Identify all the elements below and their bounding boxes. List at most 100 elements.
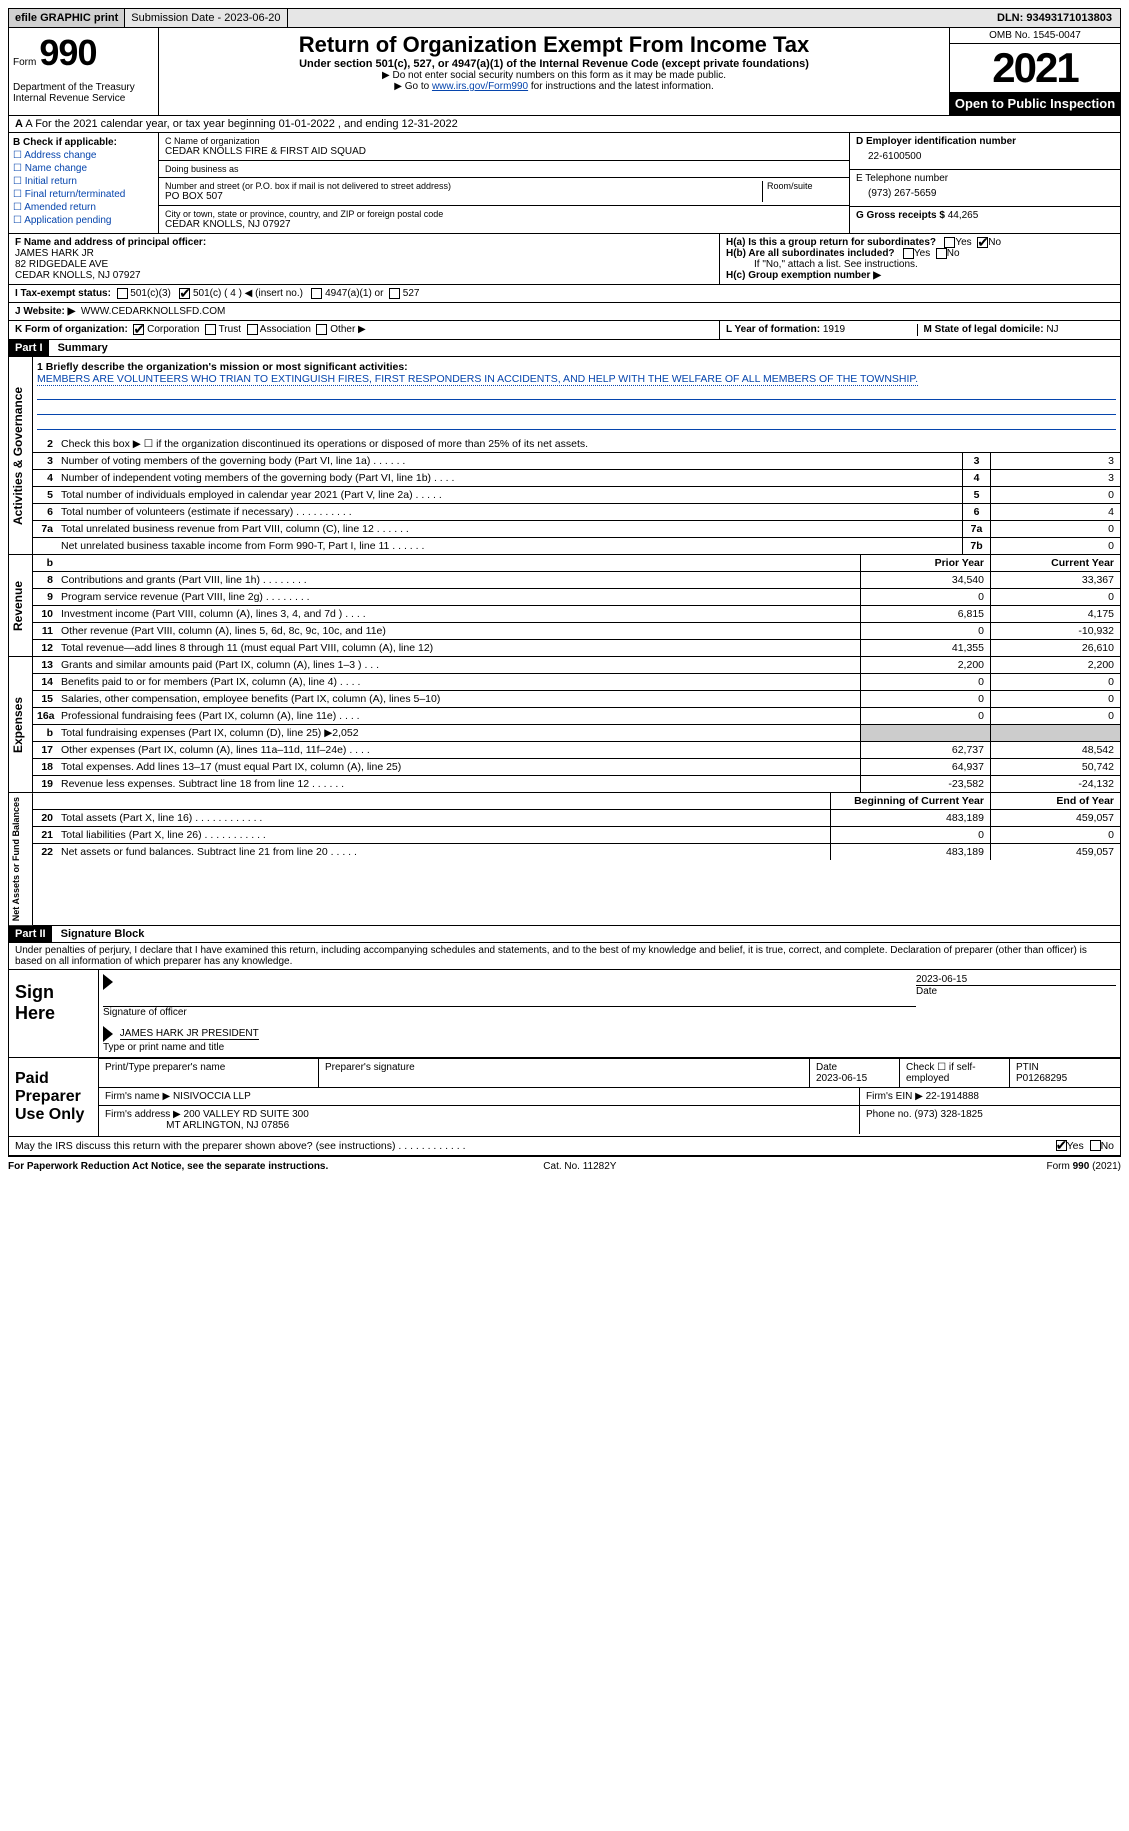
col-c: C Name of organization CEDAR KNOLLS FIRE…	[159, 133, 850, 233]
k-label: K Form of organization:	[15, 325, 128, 336]
k-trust[interactable]	[205, 324, 216, 335]
sign-here-block: Sign Here Signature of officer 2023-06-1…	[8, 970, 1121, 1058]
phone-value: (973) 328-1825	[914, 1109, 982, 1120]
line10: Investment income (Part VIII, column (A)…	[57, 606, 860, 622]
line18: Total expenses. Add lines 13–17 (must eq…	[57, 759, 860, 775]
line17: Other expenses (Part IX, column (A), lin…	[57, 742, 860, 758]
self-employed: Check ☐ if self-employed	[900, 1059, 1010, 1087]
line14: Benefits paid to or for members (Part IX…	[57, 674, 860, 690]
i-4947[interactable]	[311, 288, 322, 299]
i-501c3[interactable]	[117, 288, 128, 299]
line2: Check this box ▶ ☐ if the organization d…	[57, 436, 1120, 452]
dba-label: Doing business as	[165, 164, 843, 174]
i-527[interactable]	[389, 288, 400, 299]
form-note-link: ▶ Go to www.irs.gov/Form990 for instruct…	[167, 81, 941, 92]
addr-value: PO BOX 507	[165, 191, 758, 202]
discuss-no[interactable]	[1090, 1140, 1101, 1151]
k-other[interactable]	[316, 324, 327, 335]
firm-addr-label: Firm's address ▶	[105, 1109, 181, 1120]
website-value: WWW.CEDARKNOLLSFD.COM	[81, 306, 225, 317]
officer-label: Type or print name and title	[103, 1042, 1116, 1053]
line7a-val: 0	[990, 521, 1120, 537]
tab-activities-governance: Activities & Governance	[9, 357, 33, 554]
chk-name-change[interactable]: ☐ Name change	[13, 163, 154, 174]
line7b-val: 0	[990, 538, 1120, 554]
addr-label: Number and street (or P.O. box if mail i…	[165, 181, 758, 191]
discuss-yes[interactable]	[1056, 1140, 1067, 1151]
m-label: M State of legal domicile:	[924, 324, 1044, 335]
tab-revenue: Revenue	[9, 555, 33, 656]
j-label: J Website: ▶	[15, 306, 75, 317]
form-note-ssn: ▶ Do not enter social security numbers o…	[167, 70, 941, 81]
line5: Total number of individuals employed in …	[57, 487, 962, 503]
line11: Other revenue (Part VIII, column (A), li…	[57, 623, 860, 639]
city-label: City or town, state or province, country…	[165, 209, 843, 219]
line9: Program service revenue (Part VIII, line…	[57, 589, 860, 605]
m-value: NJ	[1046, 324, 1058, 335]
i-501c[interactable]	[179, 288, 190, 299]
discuss-row: May the IRS discuss this return with the…	[8, 1137, 1121, 1156]
hc-label: H(c) Group exemption number ▶	[726, 270, 881, 281]
line15: Salaries, other compensation, employee b…	[57, 691, 860, 707]
footer-right: Form 990 (2021)	[1047, 1161, 1121, 1172]
firm-name-label: Firm's name ▶	[105, 1091, 170, 1102]
sig-date-label: Date	[916, 985, 1116, 997]
entity-block: B Check if applicable: ☐ Address change …	[8, 133, 1121, 234]
chk-app-pending[interactable]: ☐ Application pending	[13, 215, 154, 226]
line16a: Professional fundraising fees (Part IX, …	[57, 708, 860, 724]
sig-date: 2023-06-15	[916, 974, 1116, 985]
prep-sig-label: Preparer's signature	[319, 1059, 810, 1087]
tab-net-assets: Net Assets or Fund Balances	[9, 793, 33, 925]
line3-val: 3	[990, 453, 1120, 469]
city-value: CEDAR KNOLLS, NJ 07927	[165, 219, 843, 230]
k-corp[interactable]	[133, 324, 144, 335]
footer-left: For Paperwork Reduction Act Notice, see …	[8, 1161, 328, 1172]
firm-addr: 200 VALLEY RD SUITE 300	[184, 1109, 309, 1120]
declaration: Under penalties of perjury, I declare th…	[8, 943, 1121, 970]
chk-amended[interactable]: ☐ Amended return	[13, 202, 154, 213]
col-b-head: B Check if applicable:	[13, 137, 117, 148]
line6: Total number of volunteers (estimate if …	[57, 504, 962, 520]
f-name: JAMES HARK JR	[15, 248, 94, 259]
chk-final-return[interactable]: ☐ Final return/terminated	[13, 189, 154, 200]
dept-label: Department of the Treasury Internal Reve…	[13, 82, 154, 104]
footer: For Paperwork Reduction Act Notice, see …	[8, 1156, 1121, 1176]
gross-value: 44,265	[948, 210, 979, 221]
end-year-hdr: End of Year	[990, 793, 1120, 809]
col-d: D Employer identification number 22-6100…	[850, 133, 1120, 233]
form-title: Return of Organization Exempt From Incom…	[167, 32, 941, 58]
top-bar: efile GRAPHIC print Submission Date - 20…	[8, 8, 1121, 28]
irs-link[interactable]: www.irs.gov/Form990	[432, 81, 528, 92]
part2-header: Part II	[9, 926, 52, 942]
beg-year-hdr: Beginning of Current Year	[830, 793, 990, 809]
room-label: Room/suite	[767, 181, 843, 191]
footer-cat: Cat. No. 11282Y	[543, 1161, 616, 1172]
k-assoc[interactable]	[247, 324, 258, 335]
firm-ein: 22-1914888	[926, 1091, 979, 1102]
ha-yes[interactable]	[944, 237, 955, 248]
hb-no[interactable]	[936, 248, 947, 259]
pointer-icon	[103, 1026, 113, 1042]
ein-value: 22-6100500	[856, 147, 1114, 166]
prep-name-label: Print/Type preparer's name	[99, 1059, 319, 1087]
ha-no[interactable]	[977, 237, 988, 248]
tab-expenses: Expenses	[9, 657, 33, 792]
line-a: A A For the 2021 calendar year, or tax y…	[8, 116, 1121, 133]
line20: Total assets (Part X, line 16) . . . . .…	[57, 810, 830, 826]
hb-yes[interactable]	[903, 248, 914, 259]
f-addr1: 82 RIDGEDALE AVE	[15, 259, 108, 270]
firm-name: NISIVOCCIA LLP	[173, 1091, 251, 1102]
line12: Total revenue—add lines 8 through 11 (mu…	[57, 640, 860, 656]
ptin-label: PTIN	[1016, 1062, 1039, 1073]
part1-body: Activities & Governance 1 Briefly descri…	[8, 357, 1121, 555]
name-label: C Name of organization	[165, 136, 843, 146]
line19: Revenue less expenses. Subtract line 18 …	[57, 776, 860, 792]
sign-here-label: Sign Here	[9, 970, 99, 1057]
form-header: Form 990 Department of the Treasury Inte…	[8, 28, 1121, 116]
open-to-public: Open to Public Inspection	[950, 92, 1120, 115]
dln: DLN: 93493171013803	[989, 9, 1120, 27]
chk-address-change[interactable]: ☐ Address change	[13, 150, 154, 161]
chk-initial-return[interactable]: ☐ Initial return	[13, 176, 154, 187]
efile-print-button[interactable]: efile GRAPHIC print	[9, 9, 125, 27]
firm-addr2: MT ARLINGTON, NJ 07856	[166, 1120, 289, 1131]
